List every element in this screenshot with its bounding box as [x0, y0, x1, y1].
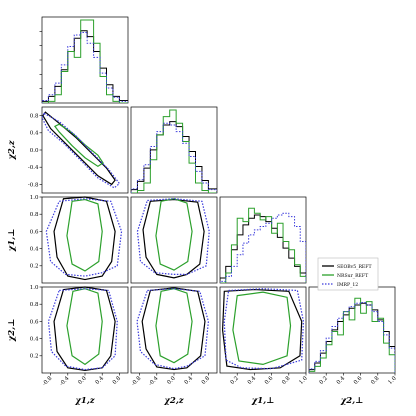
x-tick-label-0-2: 0.0: [77, 375, 88, 386]
contour-3-0-series-0: [53, 286, 116, 372]
contour-3-2-series-0: [221, 288, 303, 371]
x-tick-label-1-1: -0.4: [148, 375, 160, 387]
hist-0-series-0: [42, 30, 128, 103]
hist-2-series-1: [220, 207, 306, 283]
hist-2-series-2: [220, 212, 306, 283]
panel-frame-2-1: [130, 196, 218, 284]
contour-2-0-series-0: [53, 196, 116, 281]
x-tick-label-2-1: 0.4: [247, 375, 258, 386]
y-tick-label-2-3: 0.8: [30, 212, 39, 218]
y-tick-label-3-2: 0.6: [30, 319, 39, 325]
x-tick-label-3-3: 0.8: [370, 375, 381, 386]
panel-frame-3-3: [308, 286, 396, 374]
contour-3-1-series-1: [155, 288, 193, 364]
x-tick-label-3-4: 1.0: [387, 375, 398, 386]
hist-3-series-1: [309, 297, 395, 373]
y-axis-label-2: χ1,⊥: [7, 229, 17, 253]
contour-3-0-series-2: [47, 288, 118, 371]
x-tick-label-1-3: 0.4: [184, 375, 195, 386]
contour-2-0-series-2: [45, 198, 123, 277]
x-tick-label-1-4: 0.8: [201, 375, 212, 386]
x-tick-label-1-2: 0.0: [166, 375, 177, 386]
panel-frame-1-1: [130, 106, 218, 194]
x-tick-label-0-1: -0.4: [59, 375, 71, 387]
hist-3-series-0: [309, 302, 395, 373]
y-tick-label-2-4: 1.0: [30, 195, 39, 201]
hist-1-series-0: [131, 121, 217, 193]
contour-3-1-series-0: [141, 287, 206, 371]
x-tick-label-2-4: 1.0: [298, 375, 309, 386]
y-tick-label-1-2: 0.0: [30, 148, 39, 154]
legend: SEOBv5_REFT NRSur_REFT IMRP_12: [317, 257, 379, 291]
panel-frame-3-2: [219, 286, 307, 374]
contour-2-1-series-0: [142, 198, 205, 279]
hist-0-series-2: [42, 31, 128, 103]
hist-2-series-0: [220, 214, 306, 283]
x-tick-label-0-0: -0.8: [42, 375, 54, 387]
x-tick-label-1-0: -0.8: [131, 375, 143, 387]
contour-1-0-series-0: [42, 111, 116, 186]
x-axis-label-3: χ2,⊥: [340, 396, 364, 406]
y-axis-label-3: χ2,⊥: [7, 319, 17, 343]
contour-2-0-series-1: [66, 198, 103, 272]
panel-frame-2-2: [219, 196, 307, 284]
panels-layer: -0.8 -0.4 0.0 0.4 0.8 χ1,z -0.8 -0.4 0.0 0.4 0.8 χ2…: [7, 16, 398, 406]
x-tick-label-3-2: 0.6: [353, 375, 364, 386]
hist-1-series-1: [131, 109, 217, 193]
hist-1-series-2: [131, 122, 217, 193]
y-tick-label-3-1: 0.4: [30, 337, 39, 343]
legend-box: [317, 257, 379, 291]
y-tick-label-3-0: 0.2: [30, 354, 39, 360]
y-axis-label-1: χ2,z: [7, 140, 17, 160]
contour-2-1-series-2: [136, 198, 210, 275]
x-tick-label-3-0: 0.2: [319, 376, 329, 386]
x-tick-label-0-3: 0.4: [95, 375, 106, 386]
x-tick-label-2-2: 0.6: [264, 375, 275, 386]
contour-3-0-series-1: [66, 288, 103, 366]
x-tick-label-0-4: 0.8: [112, 375, 123, 386]
contour-3-2-series-2: [223, 288, 305, 370]
y-tick-label-1-3: 0.4: [30, 131, 39, 137]
y-tick-label-1-4: 0.8: [30, 114, 39, 120]
x-tick-label-2-0: 0.2: [230, 376, 240, 386]
contour-1-0-series-1: [53, 123, 104, 168]
contour-3-1-series-2: [136, 288, 210, 370]
y-tick-label-2-1: 0.4: [30, 247, 39, 253]
legend-label-seob: SEOBv5_REFT: [337, 264, 372, 270]
y-tick-label-1-0: -0.8: [28, 182, 39, 188]
legend-label-imrp: IMRP_12: [337, 282, 358, 288]
x-axis-label-1: χ2,z: [163, 396, 183, 406]
y-tick-label-1-1: -0.4: [28, 165, 39, 171]
x-axis-label-0: χ1,z: [74, 396, 94, 406]
y-tick-label-3-3: 0.8: [30, 302, 39, 308]
x-axis-label-2: χ1,⊥: [251, 396, 275, 406]
x-tick-label-2-3: 0.8: [281, 375, 292, 386]
contour-2-1-series-1: [155, 198, 193, 271]
y-tick-label-3-4: 1.0: [30, 285, 39, 291]
y-tick-label-2-0: 0.2: [30, 264, 39, 270]
contour-1-0-series-2: [41, 112, 121, 189]
hist-3-series-2: [309, 301, 395, 373]
legend-label-nrsur: NRSur_REFT: [337, 273, 369, 279]
contour-3-2-series-1: [232, 291, 292, 366]
x-tick-label-3-1: 0.4: [336, 375, 347, 386]
y-tick-label-2-2: 0.6: [30, 229, 39, 235]
